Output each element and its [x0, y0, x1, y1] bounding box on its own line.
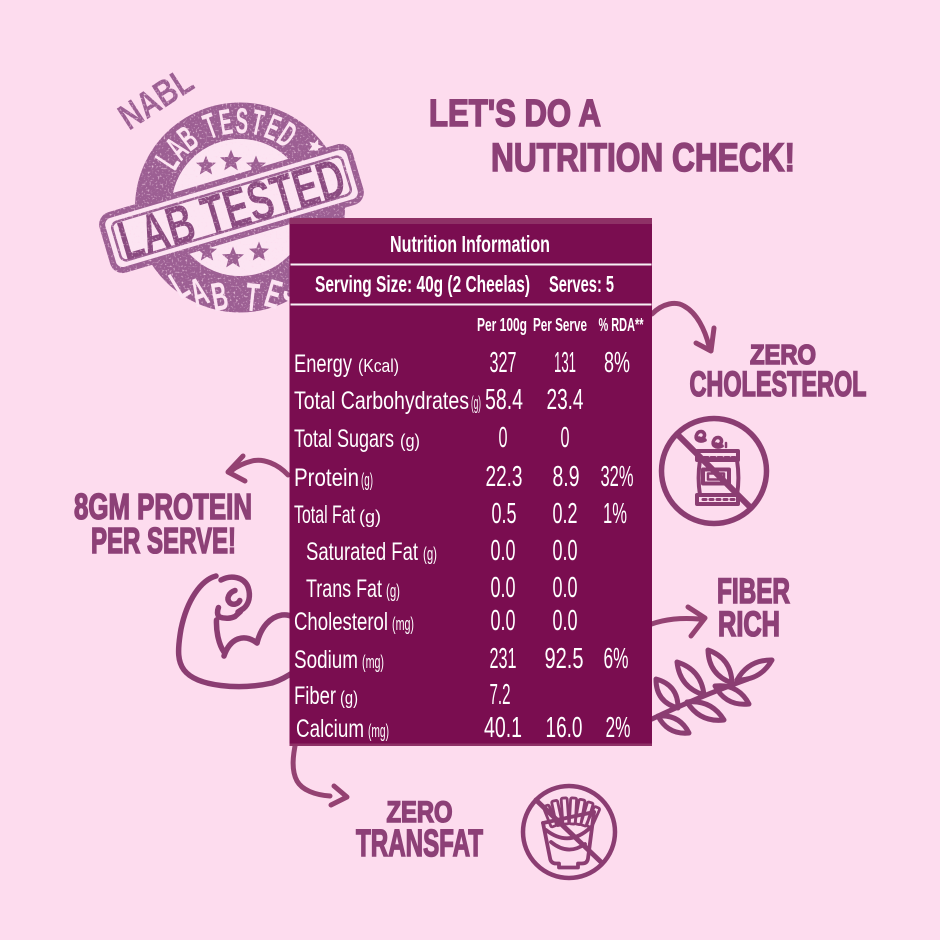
svg-text:NUTRITION CHECK!: NUTRITION CHECK! — [491, 136, 795, 180]
svg-text:(mg): (mg) — [362, 652, 384, 672]
svg-text:40.1: 40.1 — [484, 712, 522, 744]
svg-text:0.0: 0.0 — [491, 535, 516, 567]
svg-text:22.3: 22.3 — [486, 461, 523, 493]
svg-text:Protein: Protein — [294, 464, 359, 492]
svg-text:8%: 8% — [604, 347, 630, 379]
svg-text:ZERO: ZERO — [387, 796, 453, 829]
svg-text:TRANSFAT: TRANSFAT — [356, 823, 483, 865]
svg-text:1%: 1% — [603, 498, 627, 530]
svg-text:Per 100g: Per 100g — [477, 314, 527, 335]
svg-text:(g): (g) — [400, 431, 420, 451]
svg-text:58.4: 58.4 — [485, 384, 523, 416]
svg-text:32%: 32% — [601, 461, 634, 493]
svg-text:0.0: 0.0 — [553, 535, 578, 567]
svg-text:8.9: 8.9 — [553, 461, 580, 493]
svg-text:Total Sugars: Total Sugars — [294, 425, 394, 453]
svg-text:(mg): (mg) — [368, 721, 389, 741]
svg-text:Energy: Energy — [294, 350, 352, 378]
svg-text:16.0: 16.0 — [546, 712, 583, 744]
svg-text:0.0: 0.0 — [553, 572, 578, 604]
svg-text:S: S — [235, 102, 248, 142]
svg-text:% RDA**: % RDA** — [599, 314, 644, 335]
svg-text:PER SERVE!: PER SERVE! — [91, 520, 236, 561]
svg-text:(g): (g) — [386, 581, 400, 601]
svg-text:RICH: RICH — [718, 605, 780, 644]
svg-text:Serving Size: 40g (2 Cheelas): Serving Size: 40g (2 Cheelas) — [315, 271, 530, 297]
svg-text:0.5: 0.5 — [492, 498, 517, 530]
svg-text:0.0: 0.0 — [491, 572, 516, 604]
svg-text:Saturated Fat: Saturated Fat — [306, 538, 418, 566]
svg-text:Cholesterol: Cholesterol — [294, 608, 388, 636]
svg-text:(g): (g) — [361, 470, 373, 490]
svg-text:LET'S DO A: LET'S DO A — [429, 93, 601, 135]
svg-text:0.0: 0.0 — [491, 605, 516, 637]
svg-text:23.4: 23.4 — [547, 384, 584, 416]
svg-text:T: T — [243, 274, 261, 320]
svg-text:CHOLESTEROL: CHOLESTEROL — [690, 365, 867, 404]
svg-text:0.2: 0.2 — [553, 498, 578, 530]
svg-text:(g): (g) — [359, 507, 381, 527]
svg-text:B: B — [208, 273, 231, 320]
svg-text:131: 131 — [554, 347, 576, 379]
svg-text:Sodium: Sodium — [294, 646, 358, 674]
svg-text:Trans Fat: Trans Fat — [306, 575, 382, 603]
svg-text:(Kcal): (Kcal) — [358, 356, 399, 376]
svg-text:ZERO: ZERO — [750, 339, 816, 370]
svg-text:7.2: 7.2 — [490, 679, 511, 711]
svg-text:Serves: 5: Serves: 5 — [549, 271, 614, 297]
svg-text:Total Fat: Total Fat — [294, 501, 355, 529]
svg-text:(g): (g) — [471, 393, 481, 413]
svg-text:0: 0 — [561, 422, 570, 454]
svg-text:0.0: 0.0 — [553, 605, 578, 637]
svg-text:231: 231 — [490, 643, 517, 675]
svg-text:0: 0 — [499, 422, 508, 454]
svg-text:(mg): (mg) — [392, 614, 414, 634]
svg-text:Total Carbohydrates: Total Carbohydrates — [294, 387, 469, 415]
svg-text:8GM PROTEIN: 8GM PROTEIN — [74, 486, 252, 527]
svg-text:6%: 6% — [604, 643, 629, 675]
svg-text:Per Serve: Per Serve — [533, 314, 587, 335]
svg-text:Nutrition Information: Nutrition Information — [390, 231, 550, 257]
svg-text:FIBER: FIBER — [717, 572, 790, 611]
svg-text:Calcium: Calcium — [296, 715, 364, 743]
svg-text:2%: 2% — [606, 712, 631, 744]
svg-text:92.5: 92.5 — [545, 643, 584, 675]
svg-text:327: 327 — [490, 347, 517, 379]
svg-text:(g): (g) — [423, 544, 437, 564]
svg-text:Fiber: Fiber — [294, 682, 336, 710]
svg-text:(g): (g) — [340, 688, 358, 708]
